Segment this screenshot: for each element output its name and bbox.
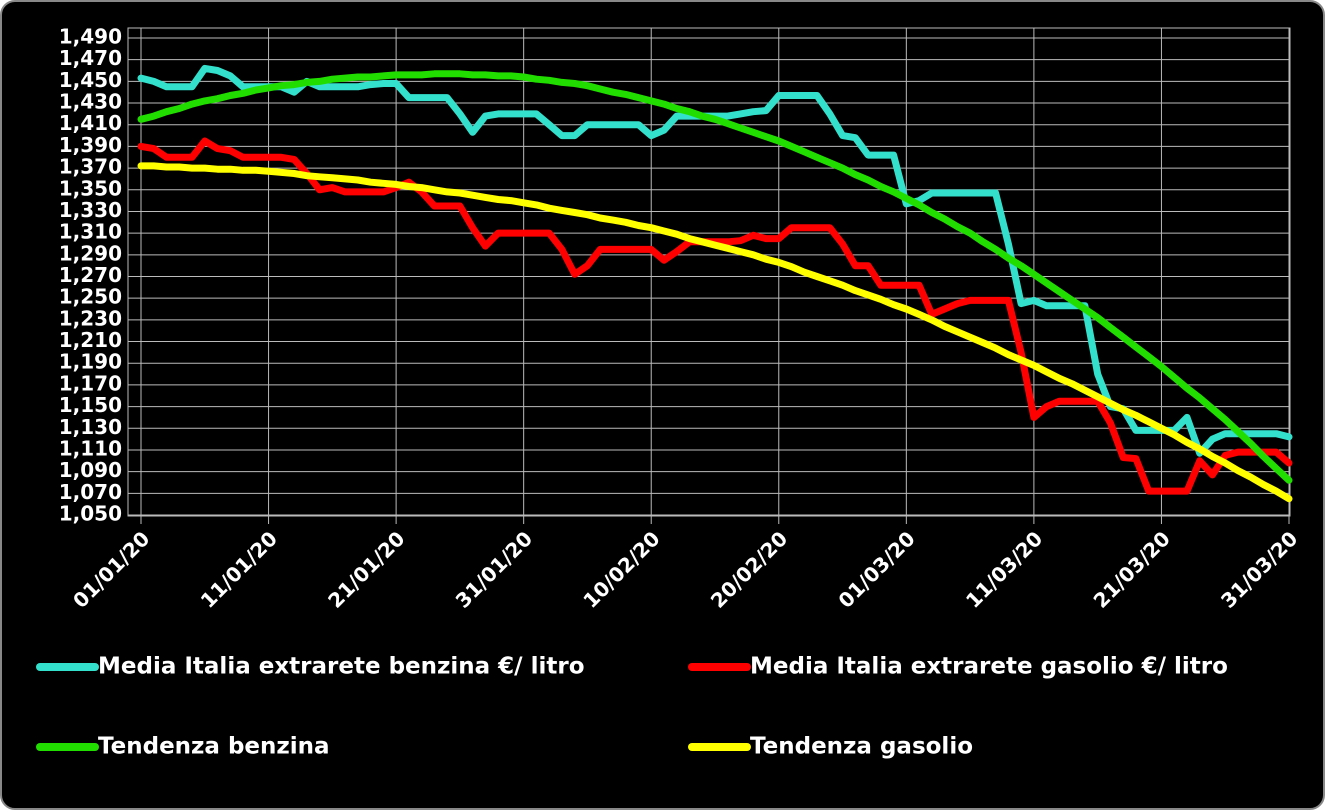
series-line: [137, 162, 1293, 503]
y-tick-label: 1,490: [59, 25, 122, 49]
y-tick-label: 1,070: [59, 480, 122, 504]
y-tick-label: 1,050: [59, 502, 122, 526]
legend-label: Media Italia extrarete benzina €/ litro: [98, 654, 585, 680]
legend-label: Tendenza gasolio: [750, 734, 973, 760]
plot-area: [127, 27, 1291, 517]
y-tick-label: 1,190: [59, 350, 122, 374]
y-tick-label: 1,270: [59, 263, 122, 287]
y-tick-label: 1,230: [59, 306, 122, 330]
y-tick-label: 1,370: [59, 155, 122, 179]
y-tick-label: 1,250: [59, 285, 122, 309]
y-tick-label: 1,350: [59, 176, 122, 200]
y-tick-label: 1,390: [59, 133, 122, 157]
y-tick-label: 1,450: [59, 68, 122, 92]
series-line: [137, 70, 1293, 484]
y-tick-label: 1,290: [59, 241, 122, 265]
y-tick-label: 1,330: [59, 198, 122, 222]
y-tick-label: 1,210: [59, 328, 122, 352]
y-tick-label: 1,110: [59, 436, 122, 460]
y-tick-label: 1,090: [59, 458, 122, 482]
y-tick-label: 1,170: [59, 371, 122, 395]
y-tick-label: 1,410: [59, 111, 122, 135]
legend-label: Tendenza benzina: [98, 734, 330, 760]
y-tick-label: 1,430: [59, 90, 122, 114]
y-tick-label: 1,130: [59, 415, 122, 439]
y-tick-label: 1,310: [59, 220, 122, 244]
y-tick-label: 1,470: [59, 46, 122, 70]
y-tick-label: 1,150: [59, 393, 122, 417]
legend-label: Media Italia extrarete gasolio €/ litro: [750, 654, 1228, 680]
